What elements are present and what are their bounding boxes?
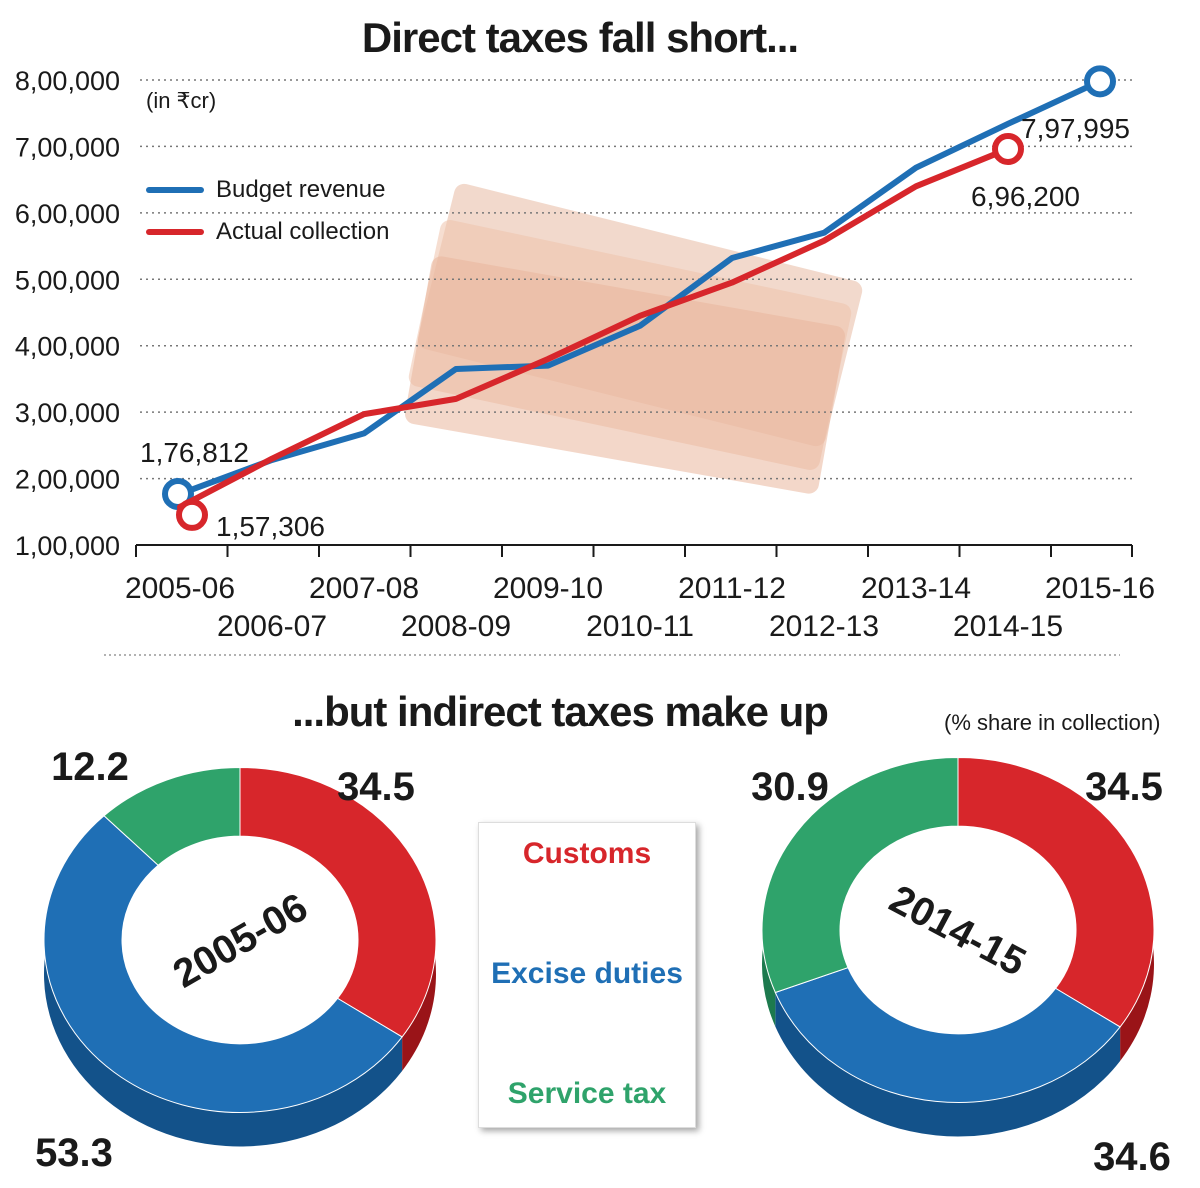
x-tick-label: 2011-12: [678, 572, 786, 605]
legend-swatch-budget: [146, 187, 204, 193]
key-service: Service tax: [507, 1077, 667, 1110]
y-tick-label: 7,00,000: [15, 132, 120, 162]
data-label: 7,97,995: [1021, 113, 1130, 144]
actual-collection-line: [177, 145, 1011, 510]
donut-center-label: 2014-15: [882, 877, 1032, 985]
y-tick-label: 4,00,000: [15, 332, 120, 362]
donut-slice: [761, 757, 959, 994]
donut-value-label: 34.5: [1085, 765, 1163, 809]
y-tick-label: 3,00,000: [15, 398, 120, 428]
x-tick-label: 2013-14: [861, 572, 971, 605]
donut-value-label: 12.2: [51, 745, 129, 789]
x-tick-label: 2009-10: [493, 572, 603, 605]
key-customs: Customs: [522, 837, 652, 870]
donut-center-label: 2005-06: [166, 885, 315, 997]
y-tick-label: 5,00,000: [15, 265, 120, 295]
donut-value-label: 30.9: [751, 765, 829, 809]
donut-value-label: 53.3: [35, 1131, 113, 1175]
y-tick-label: 8,00,000: [15, 66, 120, 96]
donut-depth: [775, 992, 1121, 1137]
donut-slice: [239, 767, 437, 1038]
donut-value-label: 34.6: [1093, 1135, 1171, 1179]
page-title: Direct taxes fall short...: [361, 14, 799, 61]
data-label: 1,57,306: [216, 511, 325, 542]
y-tick-label: 1,00,000: [15, 531, 120, 561]
legend-budget: Budget revenue: [146, 176, 385, 204]
legend-label-actual: Actual collection: [216, 218, 390, 245]
x-tick-label: 2007-08: [309, 572, 419, 605]
key-excise: Excise duties: [491, 957, 683, 990]
x-tick-label: 2015-16: [1045, 572, 1155, 605]
share-note: (% share in collection): [944, 710, 1161, 735]
banknote-illustration: [405, 256, 845, 494]
x-tick-label: 2014-15: [953, 610, 1063, 643]
x-tick-label: 2008-09: [401, 610, 511, 643]
legend-swatch-actual: [146, 229, 204, 235]
y-tick-label: 2,00,000: [15, 465, 120, 495]
unit-note: (in ₹cr): [146, 88, 217, 113]
donut-value-label: 34.5: [337, 765, 415, 809]
x-tick-label: 2010-11: [586, 610, 694, 643]
donut-slice: [103, 767, 241, 866]
donut-key: Customs Excise duties Service tax: [478, 822, 696, 1128]
y-tick-label: 6,00,000: [15, 199, 120, 229]
legend-label-budget: Budget revenue: [216, 176, 386, 203]
donut-slice: [957, 757, 1155, 1028]
endpoint-marker: [176, 498, 208, 531]
endpoint-marker: [1084, 65, 1116, 98]
x-tick-label: 2005-06: [125, 572, 235, 605]
legend-actual: Actual collection: [146, 218, 389, 246]
budget-revenue-line: [177, 78, 1103, 497]
data-label: 1,76,812: [140, 437, 249, 468]
section-title: ...but indirect taxes make up: [292, 688, 829, 735]
x-tick-label: 2006-07: [217, 610, 327, 643]
donut-slice: [43, 815, 403, 1113]
endpoint-marker: [992, 132, 1024, 165]
donut-slice: [774, 966, 1121, 1103]
x-tick-label: 2012-13: [769, 610, 879, 643]
data-label: 6,96,200: [971, 181, 1080, 212]
